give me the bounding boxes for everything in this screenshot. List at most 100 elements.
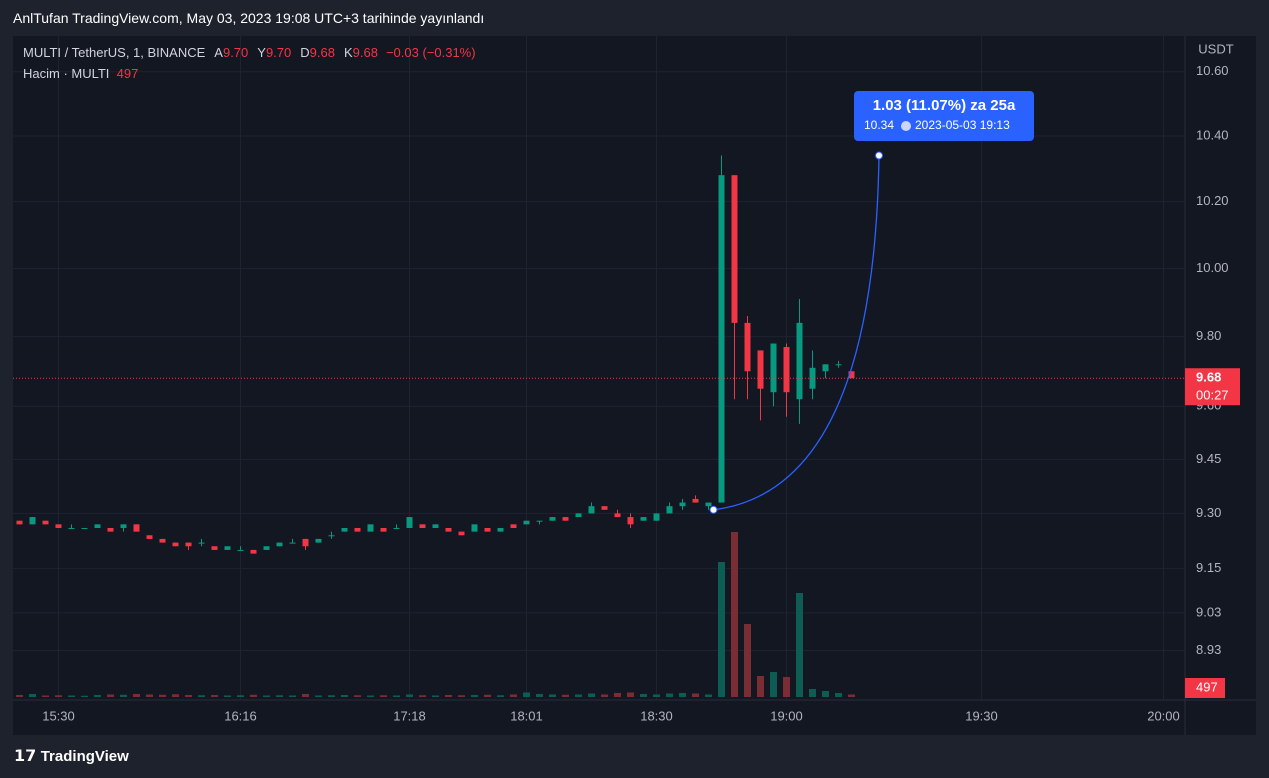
volume-bar — [757, 676, 764, 697]
candle-body — [55, 524, 62, 528]
price-tag-label: 9.68 — [1196, 370, 1221, 385]
candle-body — [263, 546, 270, 550]
candle-body — [328, 535, 335, 537]
y-tick-label: 9.15 — [1196, 560, 1221, 575]
candle-body — [549, 517, 556, 521]
measure-curve — [713, 155, 880, 511]
candle-body — [146, 535, 153, 539]
volume-bar — [497, 695, 504, 697]
candle-body — [835, 364, 842, 366]
candle-body — [809, 367, 816, 389]
candle-body — [406, 517, 413, 528]
candle-body — [640, 517, 647, 521]
x-tick-label: 18:01 — [510, 708, 543, 723]
volume-bar — [42, 695, 49, 697]
volume-bar — [328, 695, 335, 697]
volume-bar — [120, 694, 127, 697]
volume-bar — [692, 693, 699, 697]
chart-bg — [13, 36, 1256, 735]
x-tick-label: 20:00 — [1147, 708, 1180, 723]
x-tick-label: 15:30 — [42, 708, 75, 723]
volume-bar — [614, 693, 621, 697]
candle-body — [497, 527, 504, 532]
volume-bar — [536, 694, 543, 697]
measure-start — [709, 505, 718, 514]
candle-body — [29, 517, 36, 525]
volume-bar — [705, 694, 712, 697]
candle-body — [237, 549, 244, 551]
ohlc-key: Y — [257, 45, 266, 60]
x-tick-label: 19:00 — [770, 708, 803, 723]
volume-bar — [471, 695, 478, 697]
volume-bar — [341, 695, 348, 697]
candle-body — [679, 502, 686, 507]
candle-body — [692, 498, 699, 503]
volume-bar — [289, 695, 296, 697]
x-tick-label: 16:16 — [224, 708, 257, 723]
volume-bar — [380, 695, 387, 697]
volume-bar — [445, 695, 452, 697]
candle-body — [523, 520, 530, 525]
candle-body — [133, 524, 140, 532]
candle-body — [302, 538, 309, 547]
volume-bar — [393, 695, 400, 697]
volume-bar — [809, 689, 816, 697]
candle-body — [588, 506, 595, 514]
measure-time: 2023-05-03 19:13 — [915, 118, 1010, 132]
candle-body — [445, 527, 452, 532]
candle-body — [94, 524, 101, 528]
candle-body — [744, 322, 751, 372]
volume-bar — [523, 692, 530, 697]
candle-body — [458, 531, 465, 536]
candle-body — [354, 527, 361, 532]
legend-row: Hacim · MULTI 497 — [23, 66, 138, 81]
candle-body — [575, 513, 582, 518]
volume-bar — [354, 695, 361, 697]
volume-bar — [744, 624, 751, 697]
volume-bar — [653, 694, 660, 697]
y-tick-label: 10.40 — [1196, 127, 1229, 142]
volume-tag-label: 497 — [1196, 679, 1218, 694]
volume-bar — [575, 694, 582, 697]
volume-bar — [133, 694, 140, 697]
volume-bar — [627, 692, 634, 697]
volume-bar — [55, 695, 62, 697]
volume-bar — [770, 672, 777, 697]
candle-body — [250, 549, 257, 554]
candle-body — [705, 502, 712, 507]
ohlc-value: 9.68 — [352, 45, 378, 60]
y-tick-label: 10.60 — [1196, 63, 1229, 78]
candle-body — [783, 346, 790, 393]
candle-body — [198, 542, 205, 544]
volume-bar — [211, 695, 218, 697]
candle-body — [380, 527, 387, 532]
candle-body — [562, 517, 569, 521]
volume-bar — [588, 693, 595, 697]
volume-bar — [29, 694, 36, 697]
volume-bar — [510, 694, 517, 697]
volume-bar — [224, 695, 231, 697]
candle-body — [471, 524, 478, 532]
ohlc-value: 9.70 — [265, 45, 292, 60]
price-countdown: 00:27 — [1196, 388, 1229, 403]
candle-body — [536, 520, 543, 522]
candle-body — [666, 506, 673, 514]
y-tick-label: 10.20 — [1196, 193, 1229, 208]
candle-body — [159, 538, 166, 543]
currency: USDT — [1198, 41, 1233, 56]
volume-bar — [484, 694, 491, 697]
x-tick-label: 19:30 — [965, 708, 998, 723]
x-tick-label: 18:30 — [640, 708, 673, 723]
candle-body — [42, 520, 49, 525]
volume-bar — [302, 694, 309, 697]
ohlc-value: 9.68 — [309, 45, 335, 60]
symbol: MULTI / TetherUS, 1, BINANCE — [23, 45, 206, 60]
volume-bar — [68, 695, 75, 697]
candle-body — [211, 546, 218, 550]
volume-bar — [185, 695, 192, 697]
candle-body — [224, 546, 231, 550]
candle-body — [367, 524, 374, 532]
candle-body — [107, 527, 114, 532]
volume-bar — [250, 694, 257, 697]
